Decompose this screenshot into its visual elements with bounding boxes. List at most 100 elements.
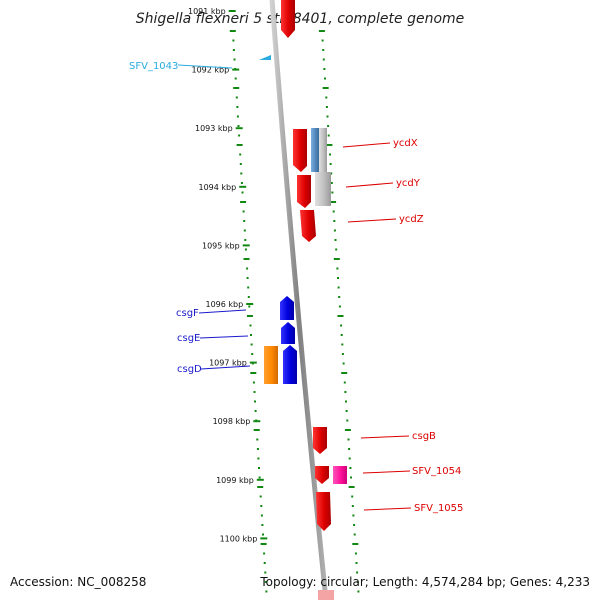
left-track-dot xyxy=(252,381,255,384)
scale-tick xyxy=(260,537,268,540)
right-track-dot xyxy=(351,495,354,498)
map-title: Shigella flexneri 5 str. 8401, complete … xyxy=(136,11,465,27)
right-track-dot xyxy=(349,467,352,469)
right-track-dot xyxy=(322,58,325,61)
left-track-dot xyxy=(233,58,236,61)
gene-csgE[interactable] xyxy=(281,322,295,344)
label-ycdX[interactable]: ycdX xyxy=(393,138,418,149)
scale-tick-label: 1096 kbp xyxy=(205,300,243,309)
scale-tick-label: 1091 kbp xyxy=(188,7,226,16)
label-SFV_1055[interactable]: SFV_1055 xyxy=(414,503,463,514)
gene-ycdZ[interactable] xyxy=(300,210,316,242)
right-track-dot xyxy=(333,220,336,222)
left-track-dot xyxy=(247,286,250,289)
scale-tick-label: 1099 kbp xyxy=(216,476,254,485)
gene-ycdX[interactable] xyxy=(293,129,307,172)
scale-ticks: 1091 kbp 1092 kbp 1093 kbp 1094 kbp 1095 kbp… xyxy=(188,7,268,543)
left-track-dot xyxy=(249,324,252,327)
left-track-dot xyxy=(243,258,250,260)
left-track-dot xyxy=(260,543,267,545)
right-track-dot xyxy=(335,248,338,251)
gene-SFV_1054-pink[interactable] xyxy=(333,466,347,484)
left-track-dot xyxy=(234,77,237,80)
right-track-dot xyxy=(344,429,351,431)
leader-SFV_1043 xyxy=(177,64,233,69)
right-track-dot xyxy=(343,381,346,384)
gene-ycdY-grey[interactable] xyxy=(315,172,331,206)
left-track-dot xyxy=(238,134,241,137)
gene-SFV_1043[interactable] xyxy=(259,55,271,60)
right-track-dot xyxy=(341,372,348,374)
label-SFV_1043[interactable]: SFV_1043 xyxy=(129,61,178,72)
label-csgF[interactable]: csgF xyxy=(176,308,199,319)
right-track-dot xyxy=(340,334,343,336)
gene-ycdX-steel[interactable] xyxy=(311,128,321,172)
cropped-gene-bottom[interactable] xyxy=(318,590,334,600)
leader-csgB xyxy=(360,435,410,439)
scale-tick xyxy=(242,244,250,247)
right-track-dot xyxy=(355,562,358,564)
left-track-dot xyxy=(265,590,268,593)
right-track-dot xyxy=(345,400,347,403)
right-track-dot xyxy=(329,153,331,156)
right-track-dot xyxy=(357,590,360,593)
label-csgE[interactable]: csgE xyxy=(177,333,200,344)
scale-tick xyxy=(246,303,254,305)
scale-tick xyxy=(235,127,243,130)
left-track-dot xyxy=(256,438,259,441)
right-track-dot xyxy=(340,324,343,327)
right-track-dot xyxy=(347,438,350,441)
label-ycdZ[interactable]: ycdZ xyxy=(399,214,424,225)
leader-csgE xyxy=(199,335,249,339)
gene-csgD[interactable] xyxy=(283,345,297,384)
left-track-dot xyxy=(254,410,257,412)
right-track-dot xyxy=(338,296,341,298)
left-track-dot xyxy=(232,49,235,51)
left-track-dot xyxy=(253,391,256,393)
leader-SFV_1054 xyxy=(362,470,411,474)
right-track-dot xyxy=(342,362,345,365)
label-ycdY[interactable]: ycdY xyxy=(396,178,421,189)
left-track-dot xyxy=(232,39,235,42)
right-track-dot xyxy=(356,581,359,583)
right-track-dot xyxy=(318,30,325,32)
right-track-dot xyxy=(336,267,339,270)
leader-SFV_1055 xyxy=(363,507,412,511)
label-csgD[interactable]: csgD xyxy=(177,364,202,375)
left-track-dot xyxy=(263,562,266,564)
right-track-dot xyxy=(330,201,337,203)
leader-csgD xyxy=(200,365,251,370)
leader-ycdY xyxy=(345,182,394,188)
left-track-dot xyxy=(243,220,246,222)
gene-SFV_1054[interactable] xyxy=(315,466,329,484)
gene-ycdX-grey[interactable] xyxy=(319,128,327,172)
right-track-dot xyxy=(348,486,355,488)
scale-tick-label: 1095 kbp xyxy=(202,241,240,250)
gene-csgB[interactable] xyxy=(313,427,327,454)
gene-SFV_1055[interactable] xyxy=(316,492,331,531)
left-track-dot xyxy=(258,476,261,479)
left-track-dot xyxy=(259,495,262,498)
right-track-dot xyxy=(341,343,344,346)
right-track-dot xyxy=(338,305,341,308)
right-track-dot xyxy=(337,277,339,279)
gene-csgF[interactable] xyxy=(280,296,294,320)
left-track-dot xyxy=(247,296,250,298)
right-track-dot xyxy=(322,87,329,89)
right-track-dot xyxy=(352,514,355,517)
gene-ycdY[interactable] xyxy=(297,175,311,208)
gene-csgD-orange[interactable] xyxy=(264,346,278,384)
right-track-dot xyxy=(327,134,330,137)
right-track-dot xyxy=(352,543,359,545)
scale-tick-label: 1098 kbp xyxy=(213,417,251,426)
scale-tick-label: 1094 kbp xyxy=(198,183,236,192)
cropped-gene-top[interactable] xyxy=(281,0,295,38)
right-track-dot xyxy=(353,524,356,526)
right-track-dot xyxy=(333,258,340,260)
left-track-dot xyxy=(233,87,240,89)
label-csgB[interactable]: csgB xyxy=(412,431,436,442)
right-track-dot xyxy=(337,315,344,317)
leader-ycdX xyxy=(342,142,391,148)
label-SFV_1054[interactable]: SFV_1054 xyxy=(412,466,461,477)
scale-tick-label: 1093 kbp xyxy=(195,124,233,133)
